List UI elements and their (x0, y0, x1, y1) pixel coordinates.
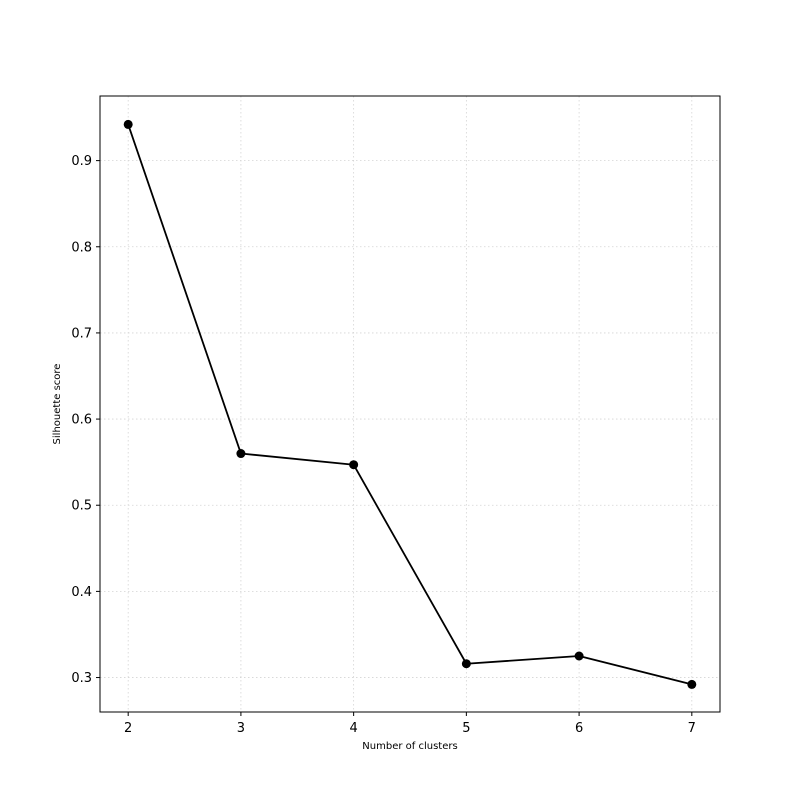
data-point-4 (574, 651, 584, 661)
y-tick-label-3: 0.6 (71, 413, 92, 428)
x-tick-label-4: 6 (575, 721, 583, 736)
y-tick-label-0: 0.3 (71, 671, 92, 686)
series-line (123, 119, 697, 689)
y-tick-label-2: 0.5 (71, 499, 92, 514)
x-tick-label-0: 2 (124, 721, 132, 736)
series-line-0 (127, 124, 693, 686)
axis-ticks: 2 3 4 5 6 7 0.3 0.4 0.5 0.6 0.7 0.8 0.9 (71, 154, 696, 736)
x-tick-label-5: 7 (688, 721, 696, 736)
y-tick-label-5: 0.8 (71, 240, 92, 255)
y-tick-label-6: 0.9 (71, 154, 92, 169)
plot-area-frame (99, 95, 721, 713)
y-axis-label: Silhouette score (52, 364, 63, 445)
data-point-3 (461, 659, 471, 669)
data-point-1 (236, 449, 246, 459)
x-tick-label-1: 3 (237, 721, 245, 736)
data-point-2 (349, 460, 359, 470)
x-tick-label-3: 5 (462, 721, 470, 736)
grid (100, 96, 720, 712)
data-point-5 (687, 679, 697, 689)
y-tick-label-4: 0.7 (71, 326, 92, 341)
x-axis-label: Number of clusters (362, 741, 457, 752)
y-tick-label-1: 0.4 (71, 585, 92, 600)
x-tick-label-2: 4 (349, 721, 357, 736)
data-point-0 (123, 119, 133, 129)
